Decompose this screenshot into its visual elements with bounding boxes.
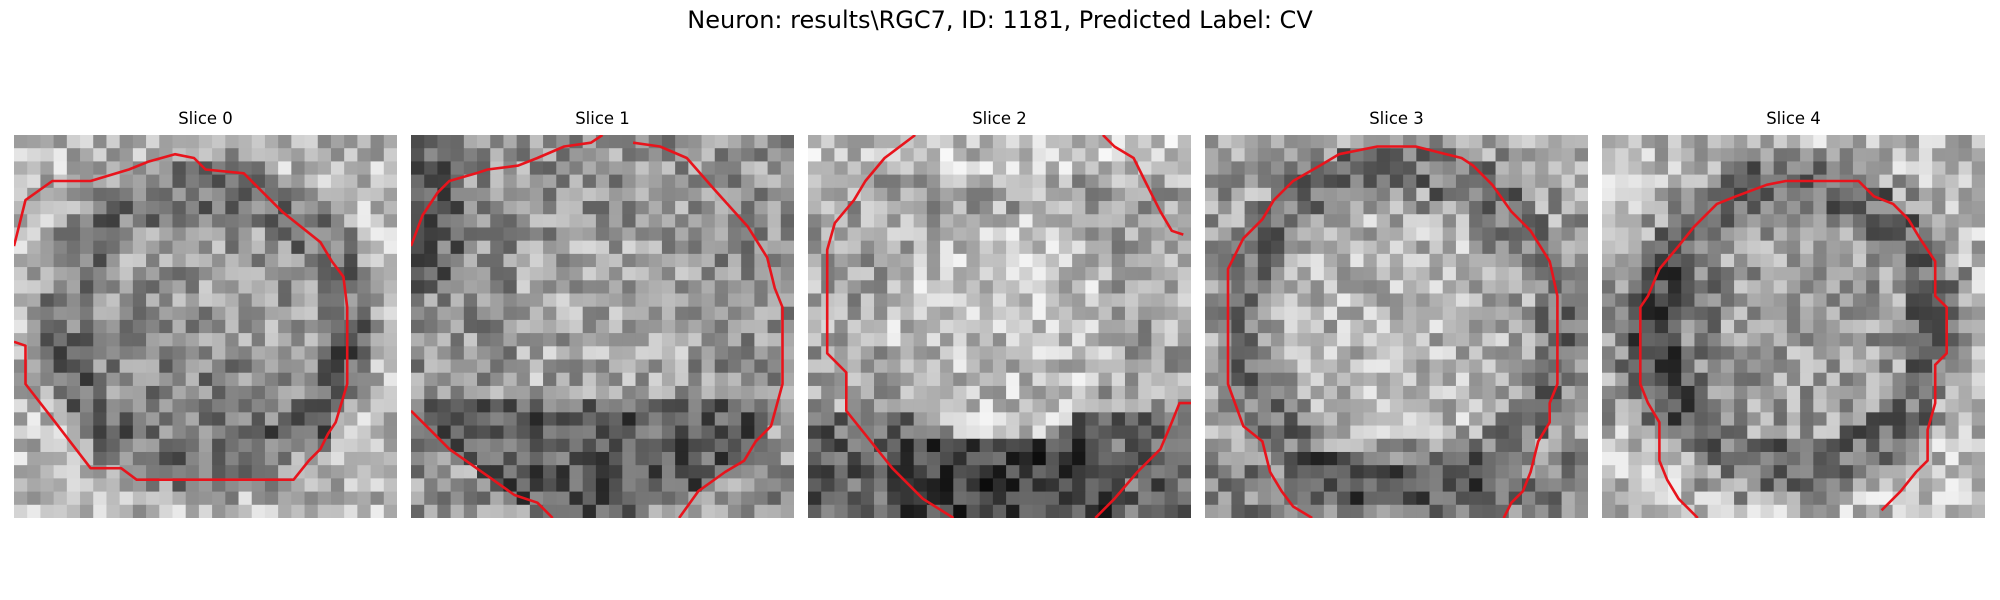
slice-title: Slice 4 <box>1766 109 1821 128</box>
slice-title: Slice 0 <box>178 109 233 128</box>
segmentation-contour <box>411 409 554 518</box>
segmentation-contour <box>1101 135 1184 236</box>
slice-image <box>1602 135 1985 518</box>
slice-title: Slice 1 <box>575 109 630 128</box>
figure-title: Neuron: results\RGC7, ID: 1181, Predicte… <box>687 6 1313 34</box>
pixel-grid <box>411 135 794 518</box>
slice-title: Slice 2 <box>972 109 1027 128</box>
slice-panel-3: Slice 3 <box>1205 108 1588 518</box>
slice-panel-2: Slice 2 <box>808 108 1191 518</box>
segmentation-contour <box>1226 145 1559 518</box>
slice-panel-4: Slice 4 <box>1602 108 1985 518</box>
segmentation-contour <box>1094 401 1191 518</box>
segmentation-contour <box>825 135 955 518</box>
slice-image <box>1205 135 1588 518</box>
pixel-grid <box>14 135 397 518</box>
pixel-grid <box>808 135 1191 518</box>
slice-image <box>14 135 397 518</box>
slice-title: Slice 3 <box>1369 109 1424 128</box>
pixel-grid <box>1205 135 1588 518</box>
pixel-grid <box>1602 135 1985 518</box>
segmentation-contour <box>14 152 349 482</box>
slice-panel-1: Slice 1 <box>411 108 794 518</box>
slice-image <box>411 135 794 518</box>
segmentation-contour <box>1638 179 1949 518</box>
segmentation-contour <box>411 135 604 247</box>
slice-image <box>808 135 1191 518</box>
segmentation-contour <box>632 141 784 518</box>
slice-panel-0: Slice 0 <box>14 108 397 518</box>
